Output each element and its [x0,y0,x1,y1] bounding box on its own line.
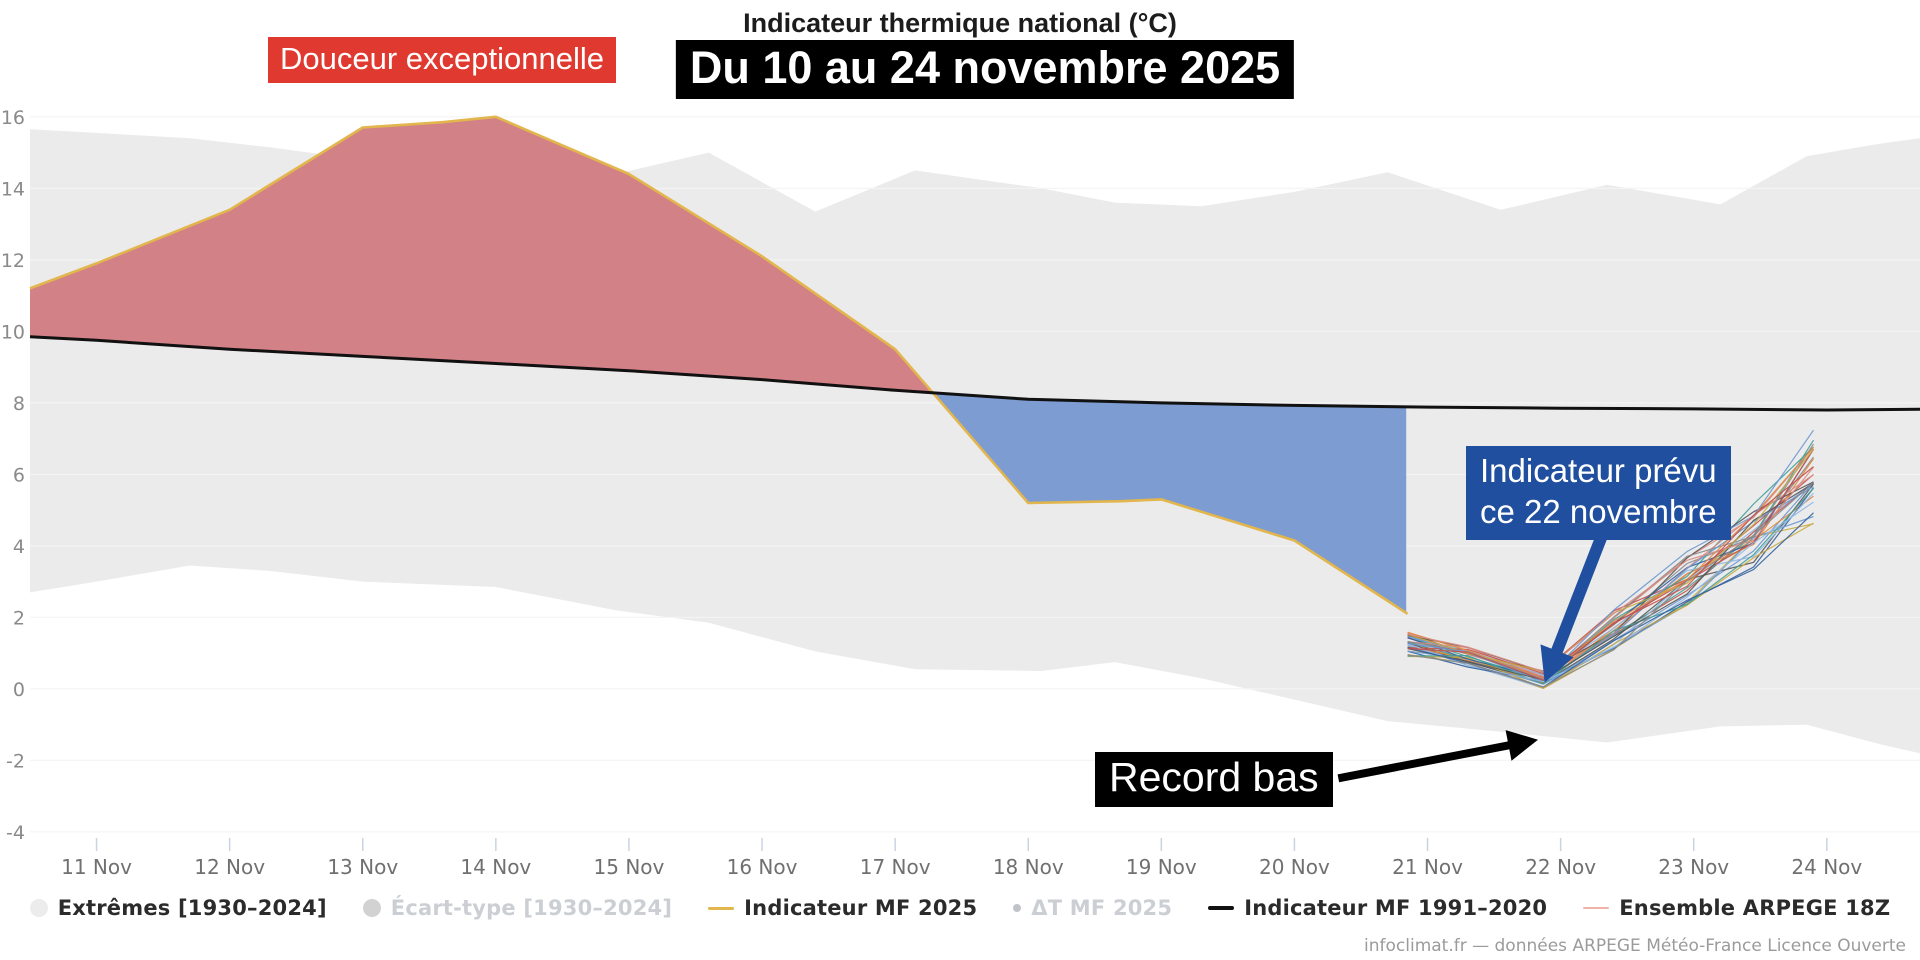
forecast-arrow-head [1540,644,1574,683]
y-tick-label: -2 [6,750,25,772]
legend-swatch-indicateur-mf-1991-2020-icon [1208,906,1235,910]
legend-swatch-extremes-icon [29,899,48,917]
record-low-annotation-label: Record bas [1095,752,1333,807]
record-arrow-head [1505,730,1538,761]
y-tick-label: 2 [13,607,25,629]
ensemble-member-line [1407,522,1814,689]
ensemble-member-line [1407,487,1814,682]
y-tick-label: 16 [1,107,25,129]
legend-item-extremes[interactable]: Extrêmes [1930–2024] [29,896,327,920]
series-indicateur-mf-1991-2020 [29,335,1920,412]
x-tick-label: 24 Nov [1791,855,1862,879]
y-tick-label: 6 [13,464,25,486]
legend-swatch-ecart-type-icon [362,899,381,917]
legend-item-label: Écart-type [1930–2024] [390,896,673,920]
ensemble-member-line [1407,501,1814,683]
legend-swatch-delta-t-icon [1013,904,1022,912]
ensemble-member-line [1407,482,1814,688]
forecast-annotation-line1: Indicateur prévu [1480,452,1717,489]
ensemble-member-line [1407,487,1814,685]
x-tick-label: 20 Nov [1259,855,1330,879]
legend-item-label: Indicateur MF 2025 [744,896,978,920]
page-title: Indicateur thermique national (°C) [743,8,1177,38]
legend-item-label: Extrêmes [1930–2024] [57,896,327,920]
warm-anomaly-area [30,116,933,393]
ensemble-member-line [1407,466,1814,673]
subtitle-badge: Du 10 au 24 novembre 2025 [675,40,1295,99]
legend-swatch-ensemble-arpege-icon [1583,906,1610,910]
x-tick-label: 22 Nov [1525,855,1596,879]
x-tick-label: 14 Nov [460,855,531,879]
legend-item-label: ΔT MF 2025 [1031,896,1173,920]
x-tick-label: 15 Nov [594,855,665,879]
y-tick-label: -4 [6,822,25,844]
x-tick-label: 16 Nov [727,855,798,879]
y-tick-label: 8 [13,393,25,415]
ensemble-member-line [1407,447,1814,679]
legend-item-indicateur-mf-2025[interactable]: Indicateur MF 2025 [708,896,977,920]
y-tick-label: 10 [1,321,25,343]
x-tick-label: 19 Nov [1126,855,1197,879]
record-arrow [1337,739,1519,783]
y-tick-label: 14 [1,178,25,200]
x-tick-label: 11 Nov [61,855,132,879]
legend-item-delta-t[interactable]: ΔT MF 2025 [1013,896,1172,920]
y-tick-label: 0 [13,679,25,701]
series-indicateur-mf-2025 [29,115,1409,615]
y-tick-label: 4 [13,536,25,558]
forecast-arrow [1547,530,1609,663]
forecast-annotation-label: Indicateur prévu ce 22 novembre [1466,446,1731,540]
ensemble-member-line [1407,446,1814,681]
legend-item-label: Ensemble ARPEGE 18Z [1619,896,1891,920]
forecast-annotation-line2: ce 22 novembre [1480,492,1717,530]
warm-annotation-label: Douceur exceptionnelle [268,37,616,83]
cold-anomaly-area [935,393,1407,613]
legend-item-ensemble-arpege[interactable]: Ensemble ARPEGE 18Z [1583,896,1890,920]
x-tick-label: 12 Nov [194,855,265,879]
ensemble-member-line [1407,482,1814,681]
ensemble-member-line [1407,466,1814,681]
x-tick-label: 21 Nov [1392,855,1463,879]
x-tick-label: 17 Nov [860,855,931,879]
legend: Extrêmes [1930–2024] Écart-type [1930–202… [0,896,1920,920]
x-tick-label: 23 Nov [1658,855,1729,879]
x-tick-label: 18 Nov [993,855,1064,879]
legend-item-label: Indicateur MF 1991–2020 [1244,896,1548,920]
x-tick-label: 13 Nov [327,855,398,879]
legend-item-indicateur-mf-1991-2020[interactable]: Indicateur MF 1991–2020 [1208,896,1547,920]
legend-item-ecart-type[interactable]: Écart-type [1930–2024] [362,896,673,920]
attribution-text: infoclimat.fr — données ARPEGE Météo-Fra… [1364,936,1906,956]
y-tick-label: 12 [1,250,25,272]
legend-swatch-indicateur-mf-2025-icon [708,906,735,910]
